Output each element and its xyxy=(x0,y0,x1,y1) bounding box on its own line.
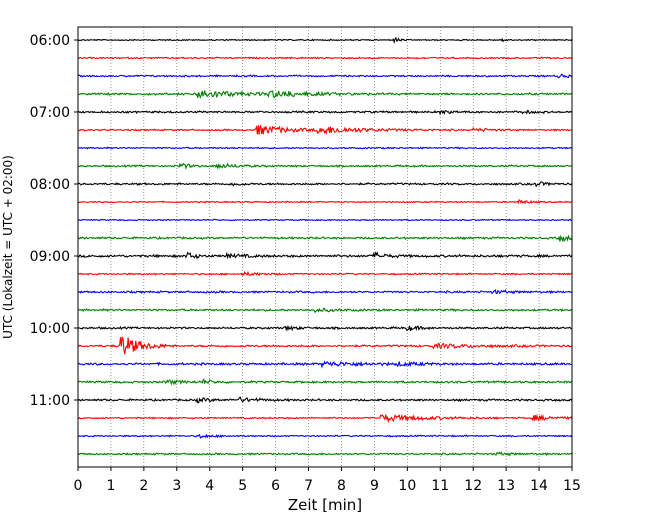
seismic-traces xyxy=(77,36,573,457)
x-tick-label: 15 xyxy=(563,478,581,494)
x-axis: 0 1 2 3 4 5 6 7 8 9 10 11 12 13 14 15 xyxy=(74,467,581,494)
x-tick-label: 4 xyxy=(205,478,214,494)
trace-row-14 xyxy=(77,289,573,295)
trace-row-8 xyxy=(77,181,573,188)
trace-row-5 xyxy=(77,124,572,135)
x-tick-label: 7 xyxy=(304,478,313,494)
x-tick-label: 9 xyxy=(370,478,379,494)
trace-row-0 xyxy=(77,36,573,45)
trace-row-20 xyxy=(77,396,573,404)
y-tick-label: 09:00 xyxy=(30,249,70,265)
x-tick-label: 13 xyxy=(497,478,515,494)
x-tick-label: 8 xyxy=(337,478,346,494)
x-tick-label: 6 xyxy=(271,478,280,494)
trace-row-10 xyxy=(77,218,573,222)
x-tick-label: 14 xyxy=(530,478,548,494)
trace-row-13 xyxy=(77,270,573,277)
trace-row-16 xyxy=(77,325,572,332)
x-tick-label: 2 xyxy=(139,478,148,494)
y-tick-label: 07:00 xyxy=(30,105,70,121)
plot-frame xyxy=(77,26,573,468)
trace-row-21 xyxy=(77,413,573,424)
trace-row-11 xyxy=(77,234,573,243)
trace-row-4 xyxy=(77,109,573,116)
trace-row-3 xyxy=(77,90,573,99)
trace-row-18 xyxy=(77,360,573,369)
trace-row-19 xyxy=(77,378,573,386)
trace-row-9 xyxy=(77,199,572,205)
x-axis-label: Zeit [min] xyxy=(288,496,362,514)
x-tick-label: 5 xyxy=(238,478,247,494)
trace-row-12 xyxy=(77,250,573,260)
trace-row-15 xyxy=(77,307,573,314)
x-tick-label: 3 xyxy=(172,478,181,494)
trace-row-2 xyxy=(77,73,573,79)
y-tick-label: 11:00 xyxy=(30,393,70,409)
x-tick-label: 12 xyxy=(464,478,482,494)
trace-row-7 xyxy=(77,162,572,170)
trace-row-22 xyxy=(77,433,573,439)
x-tick-label: 0 xyxy=(74,478,83,494)
y-tick-label: 08:00 xyxy=(30,177,70,193)
trace-row-1 xyxy=(77,56,573,60)
y-tick-label: 10:00 xyxy=(30,321,70,337)
x-tick-label: 11 xyxy=(431,478,449,494)
trace-row-17 xyxy=(77,336,573,355)
y-tick-label: 06:00 xyxy=(30,33,70,49)
x-tick-label: 1 xyxy=(106,478,115,494)
trace-row-23 xyxy=(77,451,573,457)
trace-row-6 xyxy=(77,146,572,150)
y-axis-label: UTC (Lokalzeit = UTC + 02:00) xyxy=(1,155,15,339)
x-tick-label: 10 xyxy=(398,478,416,494)
vertical-grid xyxy=(110,27,540,467)
y-axis: 06:00 07:00 08:00 09:00 10:00 11:00 xyxy=(30,33,78,409)
